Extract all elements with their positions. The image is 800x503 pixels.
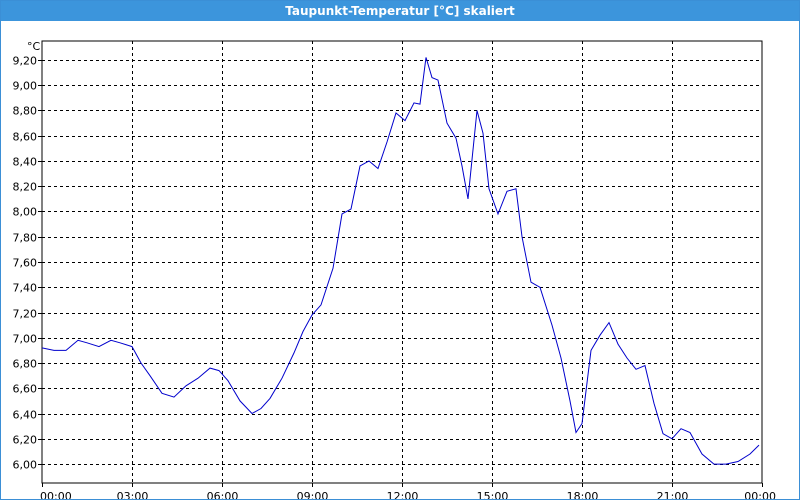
y-tick-label: 7,80 xyxy=(13,232,38,245)
x-tick-time-label: 21:00 xyxy=(657,490,689,499)
chart-area: °C 6,00 6,20 6,40 6,60 6,80 7,00 7,20 7,40 7,60 7… xyxy=(1,21,799,503)
grid-lines xyxy=(42,41,762,483)
y-tick-label: 6,80 xyxy=(13,358,38,371)
x-axis-ticks: 00:0020.03.1403:0020.03.1406:0020.03.140… xyxy=(40,483,776,503)
y-axis-ticks: 6,00 6,20 6,40 6,60 6,80 7,00 7,20 7,40 7,60 7,80… xyxy=(13,55,42,472)
y-tick-label: 8,20 xyxy=(13,181,38,194)
y-tick-label: 7,60 xyxy=(13,257,38,270)
y-tick-label: 9,00 xyxy=(13,80,38,93)
y-tick-label: 8,80 xyxy=(13,105,38,118)
x-tick-time-label: 00:00 xyxy=(744,490,776,499)
x-tick-time-label: 06:00 xyxy=(207,490,239,499)
line-chart: °C 6,00 6,20 6,40 6,60 6,80 7,00 7,20 7,40 7,60 7… xyxy=(13,40,777,503)
y-tick-label: 7,40 xyxy=(13,282,38,295)
x-tick-time-label: 12:00 xyxy=(387,490,419,499)
x-tick-time-label: 09:00 xyxy=(297,490,329,499)
x-tick-time-label: 00:00 xyxy=(40,490,72,499)
y-tick-label: 6,40 xyxy=(13,409,38,422)
y-tick-label: 6,20 xyxy=(13,434,38,447)
y-tick-label: 8,60 xyxy=(13,131,38,144)
y-tick-label: 8,00 xyxy=(13,206,38,219)
y-tick-label: 8,40 xyxy=(13,156,38,169)
x-tick-time-label: 15:00 xyxy=(477,490,509,499)
x-tick-time-label: 03:00 xyxy=(117,490,149,499)
y-tick-label: 7,20 xyxy=(13,308,38,321)
dew-point-series-line xyxy=(41,57,760,465)
y-tick-label: 9,20 xyxy=(13,55,38,68)
window-title: Taupunkt-Temperatur [°C] skaliert xyxy=(1,1,799,21)
y-tick-label: 7,00 xyxy=(13,333,38,346)
y-tick-label: 6,60 xyxy=(13,383,38,396)
x-tick-time-label: 18:00 xyxy=(567,490,599,499)
y-tick-label: 6,00 xyxy=(13,459,38,472)
y-axis-unit-label: °C xyxy=(27,40,41,53)
